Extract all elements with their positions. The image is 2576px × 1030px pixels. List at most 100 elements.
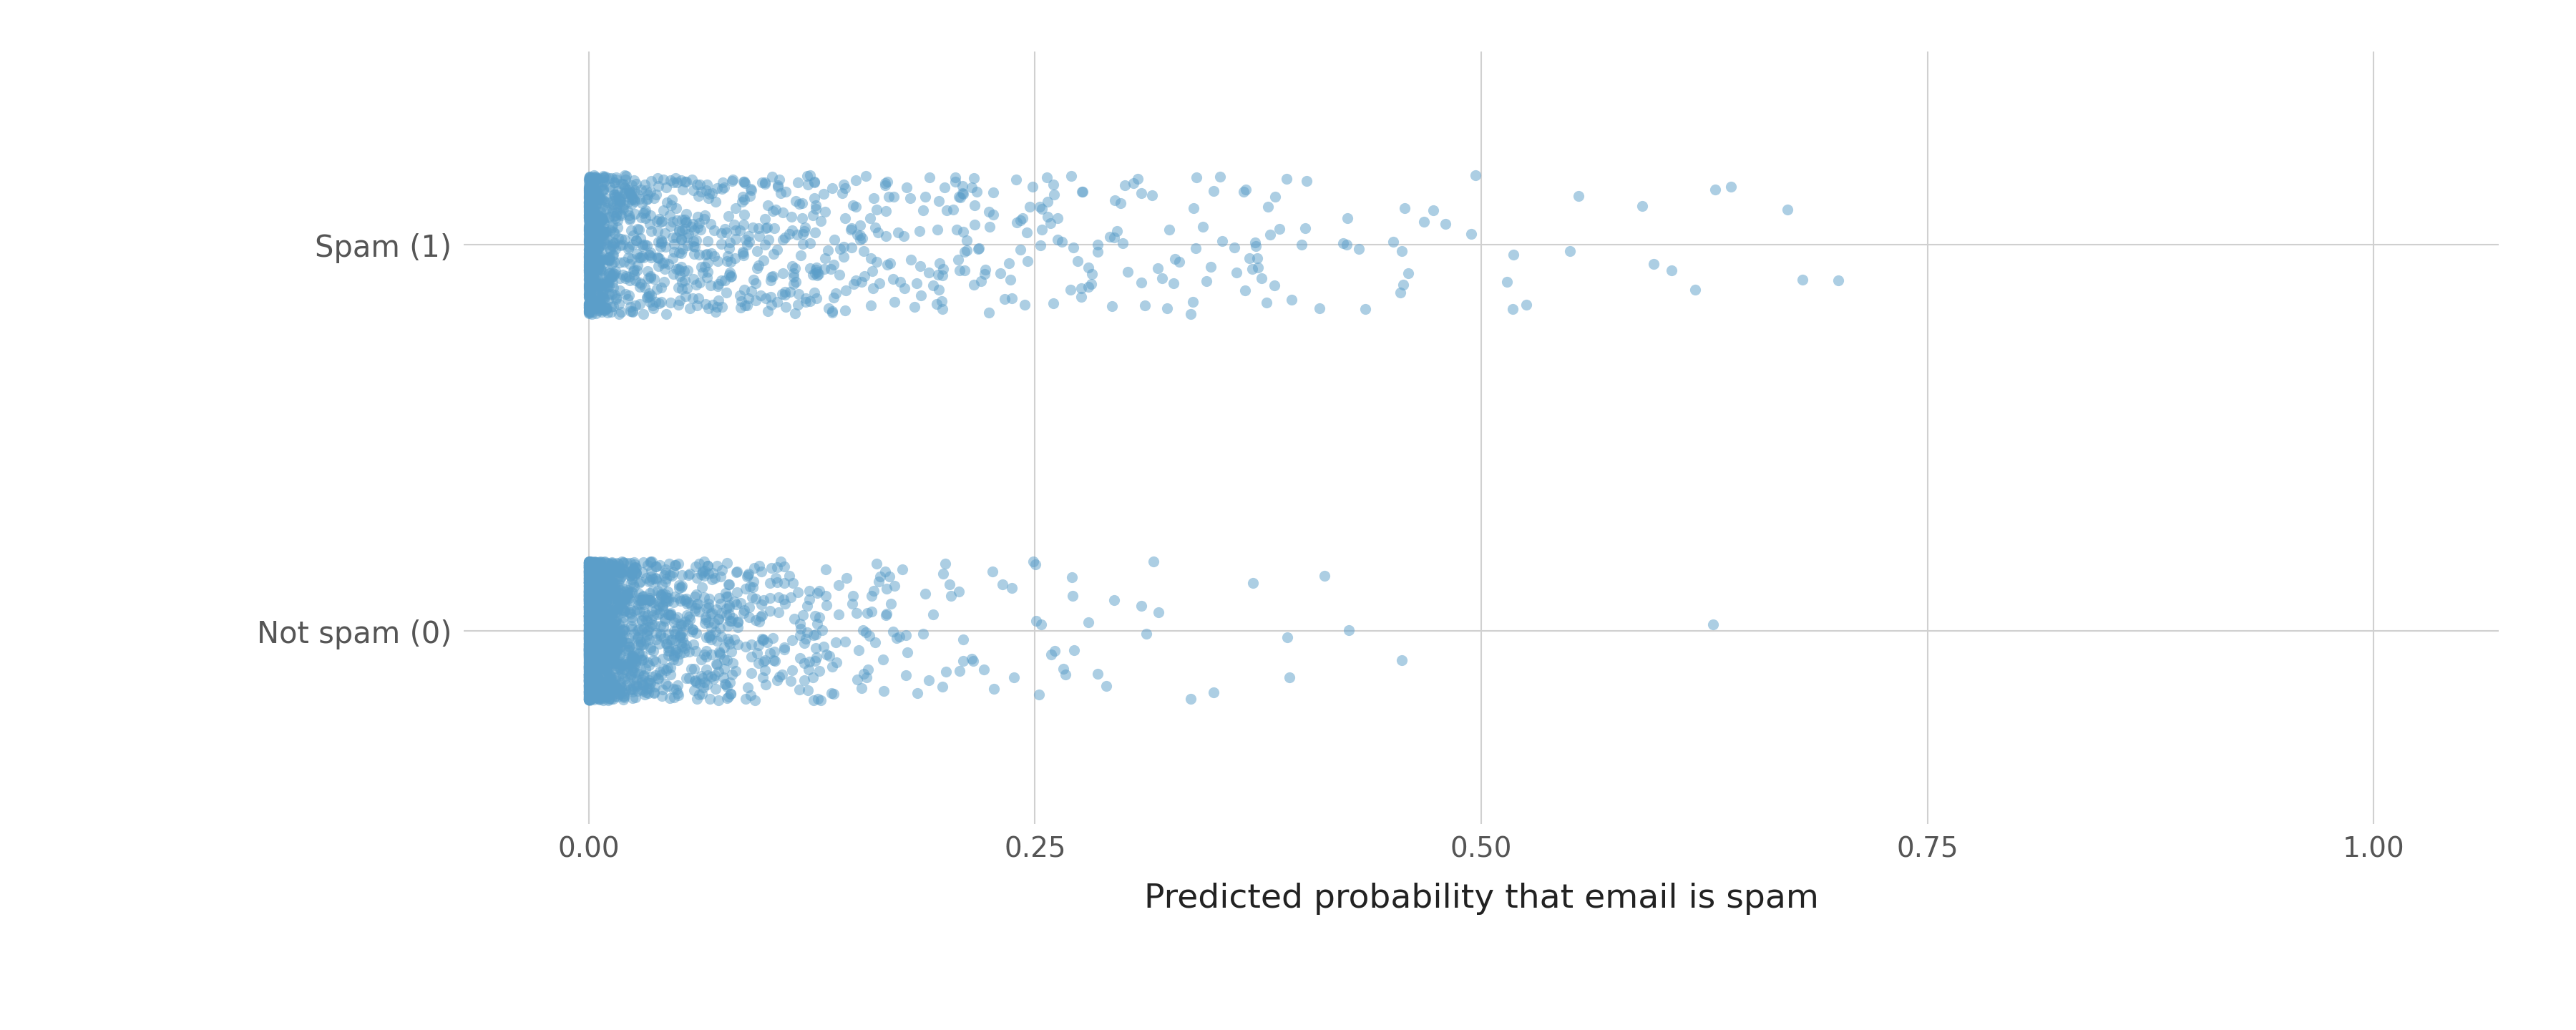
Point xyxy=(569,204,611,220)
Point xyxy=(688,565,729,582)
Point xyxy=(1002,210,1043,227)
Point xyxy=(569,586,611,603)
Point xyxy=(636,294,677,310)
Point xyxy=(569,562,611,579)
Point xyxy=(569,172,611,188)
Point xyxy=(569,691,611,708)
Point xyxy=(603,590,644,607)
Point xyxy=(742,608,783,624)
Point xyxy=(605,168,647,184)
Point xyxy=(688,558,729,575)
Point xyxy=(569,594,611,611)
Point xyxy=(752,652,793,668)
Point xyxy=(572,661,613,678)
Point xyxy=(569,563,611,580)
Point xyxy=(572,255,613,272)
Point xyxy=(755,570,796,586)
Point xyxy=(572,212,613,229)
Point xyxy=(569,557,611,574)
Point xyxy=(806,242,848,259)
Point xyxy=(600,304,641,320)
Point xyxy=(1177,169,1218,185)
Point xyxy=(572,565,613,582)
Point xyxy=(569,680,611,696)
Point xyxy=(657,685,698,701)
Point xyxy=(755,202,796,218)
Point xyxy=(569,663,611,680)
Point xyxy=(577,554,618,571)
Point xyxy=(896,275,938,291)
Point xyxy=(804,639,845,655)
Point xyxy=(569,580,611,596)
Point xyxy=(1695,181,1736,198)
Point xyxy=(616,185,657,202)
Point xyxy=(569,262,611,278)
Point xyxy=(644,610,685,626)
Point xyxy=(569,665,611,682)
Point xyxy=(569,688,611,705)
Point xyxy=(569,589,611,606)
Point xyxy=(598,564,639,581)
Point xyxy=(569,231,611,247)
Point xyxy=(884,280,925,297)
Point xyxy=(569,653,611,670)
Point xyxy=(569,639,611,655)
Point xyxy=(863,683,904,699)
Point xyxy=(600,632,641,649)
Point xyxy=(603,176,644,193)
Point xyxy=(781,195,822,211)
Point xyxy=(569,590,611,607)
Point xyxy=(605,598,647,615)
Point xyxy=(574,675,616,691)
Point xyxy=(665,637,706,653)
Point xyxy=(574,205,616,221)
Point xyxy=(623,306,665,322)
Point xyxy=(750,272,791,288)
Point xyxy=(613,560,654,577)
Point xyxy=(729,598,770,615)
Point xyxy=(569,615,611,631)
Point xyxy=(569,616,611,632)
Point xyxy=(752,168,793,184)
Point xyxy=(688,185,729,202)
Point xyxy=(788,654,829,671)
Point xyxy=(569,599,611,616)
Point xyxy=(683,264,724,280)
Point xyxy=(595,169,636,185)
Point xyxy=(703,220,744,237)
Point xyxy=(639,238,680,254)
Point xyxy=(569,597,611,614)
Point xyxy=(647,607,688,623)
Point xyxy=(569,285,611,302)
Point xyxy=(580,256,621,273)
Point xyxy=(613,181,654,198)
Point xyxy=(582,192,623,208)
Point xyxy=(757,589,799,606)
Point xyxy=(706,247,747,264)
Point xyxy=(592,268,634,284)
Point xyxy=(842,230,884,246)
Point xyxy=(654,563,696,580)
Point xyxy=(667,280,708,297)
Point xyxy=(574,215,616,232)
Point xyxy=(572,571,613,587)
Point xyxy=(592,647,634,663)
Point xyxy=(569,578,611,594)
Point xyxy=(572,259,613,275)
Point xyxy=(641,597,683,614)
Point xyxy=(644,629,685,646)
Point xyxy=(719,287,760,304)
Point xyxy=(569,300,611,316)
Point xyxy=(641,234,683,250)
Point xyxy=(706,284,747,301)
Point xyxy=(569,679,611,695)
Point xyxy=(698,252,739,269)
Point xyxy=(595,684,636,700)
Point xyxy=(595,647,636,663)
Point xyxy=(997,171,1038,187)
Point xyxy=(569,620,611,637)
Point xyxy=(1548,243,1589,260)
Point xyxy=(574,668,616,685)
Point xyxy=(574,219,616,236)
Point xyxy=(569,557,611,574)
